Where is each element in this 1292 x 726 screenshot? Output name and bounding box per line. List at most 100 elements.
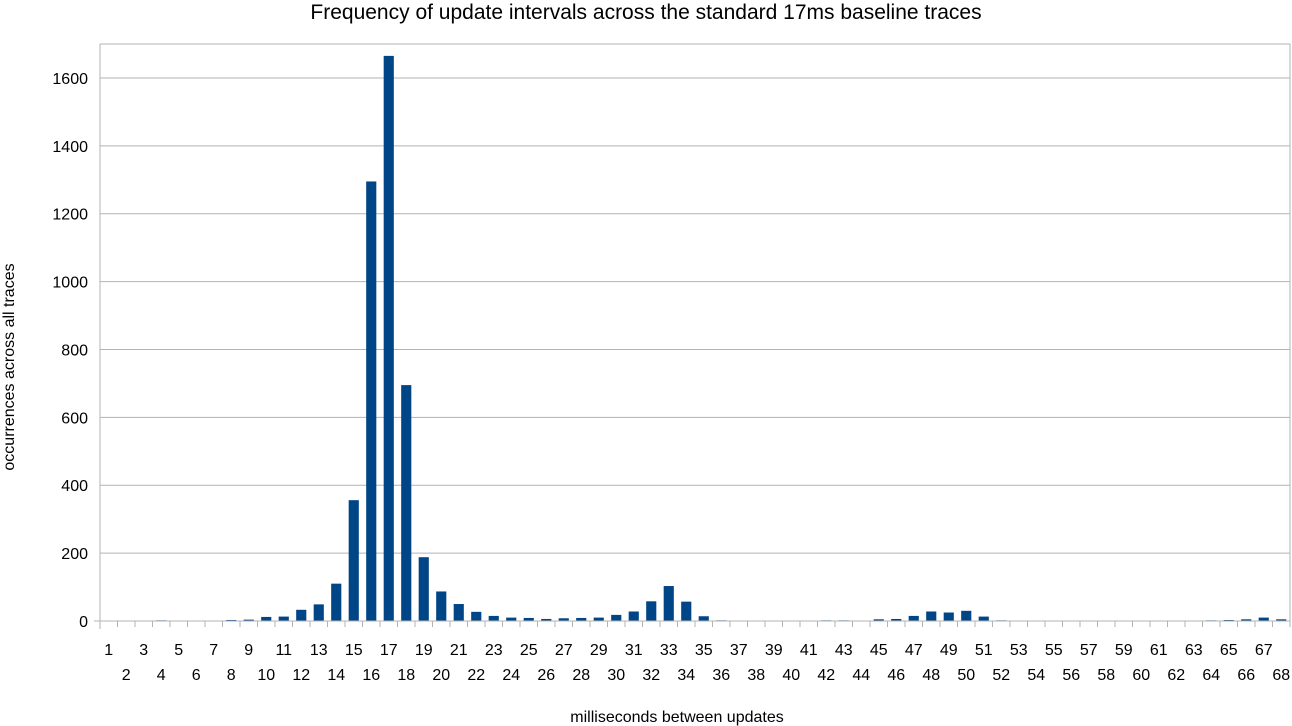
- bar-48: [926, 611, 937, 621]
- y-tick-label: 1600: [52, 71, 88, 88]
- bar-26: [541, 618, 552, 621]
- x-tick-label: 52: [992, 667, 1010, 684]
- bar-35: [698, 616, 709, 621]
- bar-67: [1258, 617, 1269, 621]
- bar-8: [226, 619, 237, 621]
- x-tick-label: 57: [1080, 642, 1098, 659]
- x-tick-label: 40: [782, 667, 800, 684]
- x-tick-label: 25: [520, 642, 538, 659]
- bar-29: [593, 617, 604, 621]
- y-tick-label: 800: [61, 342, 88, 359]
- x-tick-label: 28: [572, 667, 590, 684]
- x-tick-label: 55: [1045, 642, 1063, 659]
- x-tick-label: 3: [139, 642, 148, 659]
- bar-45: [873, 619, 884, 621]
- bar-17: [383, 55, 394, 622]
- x-tick-label: 44: [852, 667, 870, 684]
- x-tick-label: 6: [192, 667, 201, 684]
- x-tick-label: 50: [957, 667, 975, 684]
- bar-30: [611, 614, 622, 621]
- x-tick-label: 5: [174, 642, 183, 659]
- bar-46: [891, 618, 902, 621]
- x-tick-label: 4: [157, 667, 166, 684]
- bar-20: [436, 591, 447, 621]
- x-tick-label: 66: [1237, 667, 1255, 684]
- x-tick-label: 37: [730, 642, 748, 659]
- bar-19: [418, 557, 429, 621]
- x-tick-label: 67: [1255, 642, 1273, 659]
- bar-9: [243, 619, 254, 621]
- bars: [138, 55, 1287, 622]
- x-tick-label: 53: [1010, 642, 1028, 659]
- x-tick-label: 46: [887, 667, 905, 684]
- bar-15: [348, 500, 359, 621]
- x-tick-label: 34: [677, 667, 695, 684]
- x-tick-label: 63: [1185, 642, 1203, 659]
- x-tick-label: 30: [607, 667, 625, 684]
- bar-49: [943, 612, 954, 621]
- x-tick-label: 11: [275, 642, 292, 659]
- x-tick-label: 29: [590, 642, 608, 659]
- bar-32: [646, 601, 657, 621]
- bar-16: [366, 181, 377, 621]
- x-tick-label: 41: [800, 642, 818, 659]
- x-tick-label: 16: [362, 667, 380, 684]
- x-tick-label: 36: [712, 667, 730, 684]
- y-tick-label: 200: [61, 546, 88, 563]
- x-tick-label: 51: [975, 642, 993, 659]
- bar-21: [453, 604, 464, 621]
- x-tick-label: 7: [209, 642, 218, 659]
- x-tick-label: 24: [502, 667, 520, 684]
- y-tick-label: 1400: [52, 139, 88, 156]
- axes: [94, 43, 1291, 629]
- y-tick-label: 1200: [52, 207, 88, 224]
- x-tick-label: 14: [327, 667, 345, 684]
- x-tick-label: 64: [1202, 667, 1220, 684]
- x-tick-label: 39: [765, 642, 783, 659]
- x-tick-label: 58: [1097, 667, 1115, 684]
- x-tick-label: 9: [244, 642, 253, 659]
- x-tick-label: 60: [1132, 667, 1150, 684]
- x-tick-label: 33: [660, 642, 678, 659]
- x-tick-label: 20: [432, 667, 450, 684]
- x-tick-label: 65: [1220, 642, 1238, 659]
- bar-28: [576, 617, 587, 621]
- bar-22: [471, 611, 482, 621]
- x-tick-label: 32: [642, 667, 660, 684]
- bar-65: [1223, 619, 1234, 621]
- x-tick-label: 49: [940, 642, 958, 659]
- x-tick-label: 18: [397, 667, 415, 684]
- x-tick-label: 12: [292, 667, 310, 684]
- bar-47: [908, 615, 919, 621]
- x-tick-label: 59: [1115, 642, 1133, 659]
- y-tick-label: 400: [61, 478, 88, 495]
- bar-23: [488, 615, 499, 621]
- x-tick-label: 56: [1062, 667, 1080, 684]
- bar-24: [506, 617, 517, 621]
- bar-50: [961, 610, 972, 621]
- x-tick-label: 13: [310, 642, 328, 659]
- x-tick-label: 19: [415, 642, 433, 659]
- x-tick-label: 61: [1150, 642, 1168, 659]
- x-tick-label: 31: [625, 642, 643, 659]
- x-tick-label: 62: [1167, 667, 1185, 684]
- x-tick-label: 23: [485, 642, 503, 659]
- bar-25: [523, 617, 534, 621]
- y-tick-label: 0: [79, 614, 88, 631]
- x-tick-label: 21: [450, 642, 468, 659]
- x-tick-label: 54: [1027, 667, 1045, 684]
- y-tick-labels: 0 200 400 600 800 1000 1200 1400 1600: [52, 71, 88, 631]
- bar-10: [261, 616, 272, 621]
- x-tick-label: 45: [870, 642, 888, 659]
- x-tick-label: 43: [835, 642, 853, 659]
- x-tick-label: 15: [345, 642, 363, 659]
- bar-11: [278, 616, 289, 621]
- x-tick-label: 2: [122, 667, 131, 684]
- x-tick-label: 68: [1272, 667, 1290, 684]
- x-tick-label: 47: [905, 642, 923, 659]
- y-axis-title: occurrences across all traces: [1, 263, 18, 470]
- x-tick-label: 17: [380, 642, 398, 659]
- bar-12: [296, 609, 307, 621]
- bar-14: [331, 583, 342, 621]
